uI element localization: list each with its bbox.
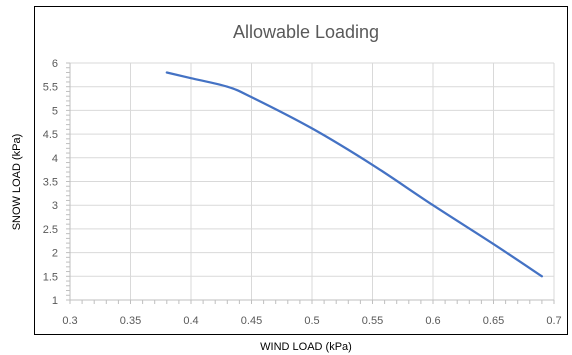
y-tick-label: 4.5 <box>43 129 58 141</box>
x-tick-label: 0.35 <box>120 315 141 327</box>
x-tick-label: 0.65 <box>483 315 504 327</box>
y-axis-title: SNOW LOAD (kPa) <box>11 134 23 231</box>
y-tick-label: 5.5 <box>43 82 58 94</box>
x-tick-label: 0.3 <box>62 315 77 327</box>
series-line <box>165 71 544 278</box>
y-tick-label: 5 <box>52 105 58 117</box>
y-tick-label: 4 <box>52 153 58 165</box>
x-tick-label: 0.5 <box>304 315 319 327</box>
x-tick-label: 0.55 <box>362 315 383 327</box>
y-tick-label: 6 <box>52 58 58 70</box>
minor-ticks <box>66 62 555 304</box>
y-tick-label: 1.5 <box>43 271 58 283</box>
x-axis-title: WIND LOAD (kPa) <box>260 341 352 353</box>
y-tick-label: 3.5 <box>43 177 58 189</box>
chart-title: Allowable Loading <box>233 22 379 42</box>
y-tick-label: 3 <box>52 200 58 212</box>
y-tick-label: 2.5 <box>43 224 58 236</box>
y-tick-label: 2 <box>52 248 58 260</box>
y-tick-label: 1 <box>52 295 58 307</box>
x-tick-label: 0.4 <box>183 315 198 327</box>
chart-border <box>34 6 568 335</box>
series-layer <box>165 71 544 278</box>
x-tick-label: 0.45 <box>241 315 262 327</box>
tick-labels: 0.3 0.35 0.4 0.45 0.5 0.55 0.6 0.65 0.7 1 1.5 2 2.5 3… <box>43 58 562 327</box>
x-tick-label: 0.7 <box>546 315 561 327</box>
x-tick-label: 0.6 <box>425 315 440 327</box>
